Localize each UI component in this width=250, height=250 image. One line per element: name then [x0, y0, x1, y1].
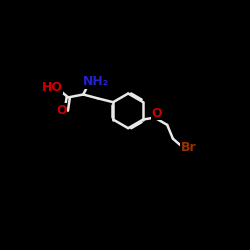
Text: NH₂: NH₂: [83, 76, 110, 88]
Text: O: O: [56, 104, 67, 117]
Text: O: O: [151, 107, 162, 120]
Text: HO: HO: [42, 81, 62, 94]
Text: Br: Br: [181, 141, 196, 154]
